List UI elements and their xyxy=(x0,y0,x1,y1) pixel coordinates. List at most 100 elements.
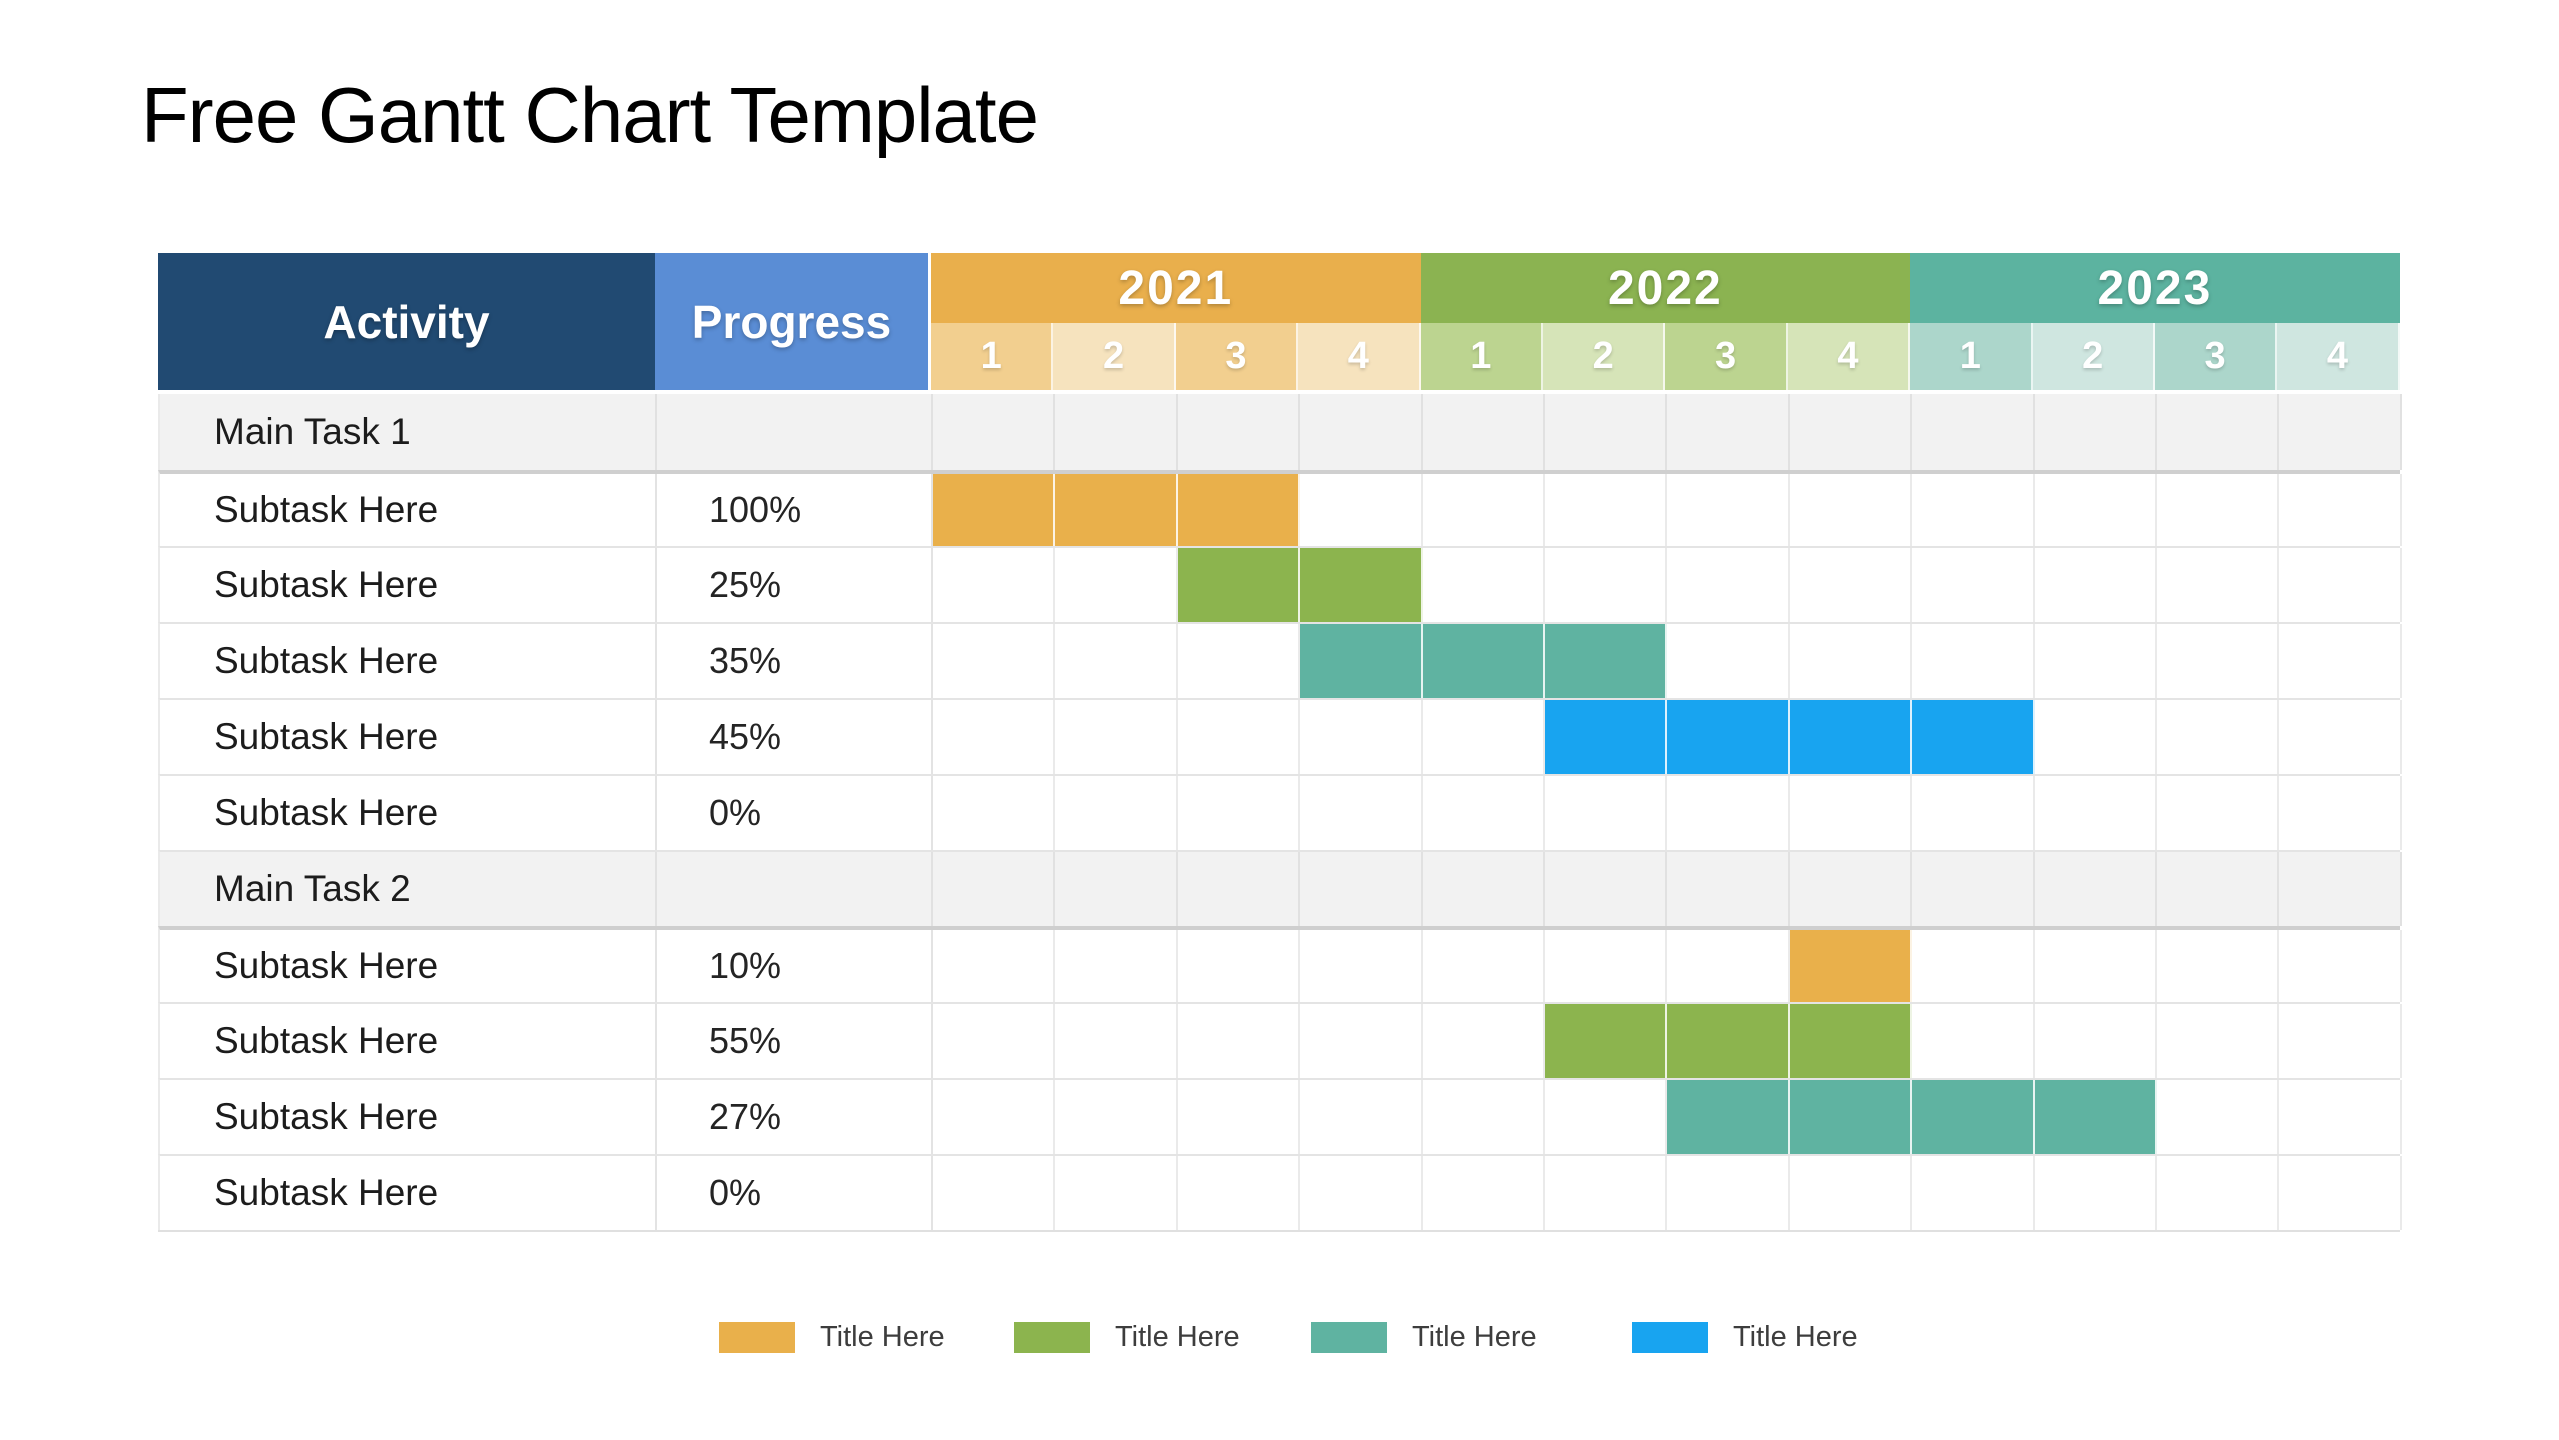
quarter-cell xyxy=(2279,852,2402,926)
quarter-cell xyxy=(933,776,1056,850)
quarter-header-2021-q3: 3 xyxy=(1175,323,1299,390)
quarter-cell xyxy=(2279,930,2402,1002)
gantt-bar-cell xyxy=(933,474,1056,546)
gantt-subtask-row: Subtask Here 45% xyxy=(158,698,2402,774)
quarter-cell xyxy=(1055,776,1178,850)
gantt-bar-cell xyxy=(2034,1080,2157,1154)
quarter-cell xyxy=(2157,474,2280,546)
quarter-cell xyxy=(1178,930,1301,1002)
quarter-cell xyxy=(1790,474,1913,546)
gantt-bar-cell xyxy=(1667,1080,1790,1154)
quarter-cell xyxy=(2157,1004,2280,1078)
quarter-cell xyxy=(2279,394,2402,470)
quarter-cell xyxy=(1912,930,2035,1002)
quarter-cell xyxy=(2279,1080,2402,1154)
gantt-bar-cell xyxy=(1789,1080,1913,1154)
activity-cell: Subtask Here xyxy=(160,1156,657,1230)
quarter-cell xyxy=(2279,700,2402,774)
activity-cell: Subtask Here xyxy=(160,624,657,698)
gantt-bar-cell xyxy=(1544,624,1668,698)
quarter-cell xyxy=(1055,852,1178,926)
progress-cell xyxy=(657,394,933,470)
quarter-cell xyxy=(2157,852,2280,926)
quarter-cell xyxy=(1545,776,1668,850)
gantt-bar-cell xyxy=(1789,1004,1913,1078)
quarter-cell xyxy=(933,930,1056,1002)
quarter-cell xyxy=(2279,1004,2402,1078)
quarter-cell xyxy=(2035,624,2157,698)
gantt-bar-cell xyxy=(1544,1004,1668,1078)
quarter-cell xyxy=(933,700,1056,774)
legend-item: Title Here xyxy=(719,1321,945,1354)
quarter-cell xyxy=(1300,474,1423,546)
quarter-cell xyxy=(1912,394,2035,470)
progress-cell: 55% xyxy=(657,1004,933,1078)
quarter-cell xyxy=(2279,1156,2402,1230)
quarter-cell xyxy=(1790,394,1913,470)
activity-cell: Main Task 2 xyxy=(160,852,657,926)
quarter-cell xyxy=(1667,394,1790,470)
quarter-cell xyxy=(1423,852,1545,926)
quarter-cell xyxy=(2035,394,2157,470)
legend-item: Title Here xyxy=(1311,1321,1537,1354)
legend-swatch-green xyxy=(1014,1322,1090,1353)
quarter-cell xyxy=(2157,700,2280,774)
quarter-cell xyxy=(933,548,1056,622)
year-header-2023: 2023 xyxy=(1910,253,2400,323)
quarter-cell xyxy=(1423,776,1545,850)
quarter-header-2022-q4: 4 xyxy=(1787,323,1911,390)
gantt-main-task-row: Main Task 2 xyxy=(158,850,2402,926)
quarter-cell xyxy=(1667,624,1790,698)
gantt-subtask-row: Subtask Here 25% xyxy=(158,546,2402,622)
quarter-cell xyxy=(933,1080,1056,1154)
quarter-cell xyxy=(1055,1004,1178,1078)
quarter-header-2022-q2: 2 xyxy=(1542,323,1666,390)
quarter-cell xyxy=(1055,624,1178,698)
gantt-bar-cell xyxy=(1300,624,1423,698)
quarter-cell xyxy=(2157,1080,2280,1154)
activity-cell: Subtask Here xyxy=(160,1004,657,1078)
quarter-cell xyxy=(1300,394,1423,470)
activity-cell: Subtask Here xyxy=(160,1080,657,1154)
quarter-cell xyxy=(1178,394,1301,470)
quarter-cell xyxy=(1055,548,1178,622)
quarter-cell xyxy=(933,852,1056,926)
quarter-header-2021-q4: 4 xyxy=(1298,323,1421,390)
progress-cell: 25% xyxy=(657,548,933,622)
quarter-cell xyxy=(1423,700,1545,774)
quarter-cell xyxy=(1667,852,1790,926)
gantt-bar-cell xyxy=(1912,1080,2035,1154)
quarter-cell xyxy=(1545,548,1668,622)
gantt-bar-cell xyxy=(1667,1004,1790,1078)
quarter-cell xyxy=(1178,700,1301,774)
legend-label: Title Here xyxy=(820,1321,945,1353)
quarter-cell xyxy=(1178,624,1301,698)
activity-cell: Subtask Here xyxy=(160,548,657,622)
activity-cell: Subtask Here xyxy=(160,930,657,1002)
quarter-cell xyxy=(1300,1156,1423,1230)
quarter-cell xyxy=(1423,1004,1545,1078)
gantt-bar-cell xyxy=(1789,700,1913,774)
quarter-cell xyxy=(1912,1156,2035,1230)
quarter-cell xyxy=(1423,1080,1545,1154)
gantt-bar-cell xyxy=(1177,548,1301,622)
quarter-cell xyxy=(1300,930,1423,1002)
quarter-cell xyxy=(1545,1080,1668,1154)
gantt-main-task-row: Main Task 1 xyxy=(158,394,2402,470)
gantt-subtask-row: Subtask Here 0% xyxy=(158,774,2402,850)
legend-label: Title Here xyxy=(1115,1321,1240,1353)
quarter-cell xyxy=(1423,548,1545,622)
quarter-cell xyxy=(1790,548,1913,622)
quarter-cell xyxy=(1178,1156,1301,1230)
quarter-cell xyxy=(1055,1156,1178,1230)
quarter-cell xyxy=(2157,394,2280,470)
quarter-cell xyxy=(1300,700,1423,774)
quarter-cell xyxy=(2035,1156,2157,1230)
progress-cell: 10% xyxy=(657,930,933,1002)
quarter-cell xyxy=(2279,548,2402,622)
quarter-header-2023-q3: 3 xyxy=(2154,323,2278,390)
quarter-cell xyxy=(1055,930,1178,1002)
progress-cell: 35% xyxy=(657,624,933,698)
progress-cell: 27% xyxy=(657,1080,933,1154)
